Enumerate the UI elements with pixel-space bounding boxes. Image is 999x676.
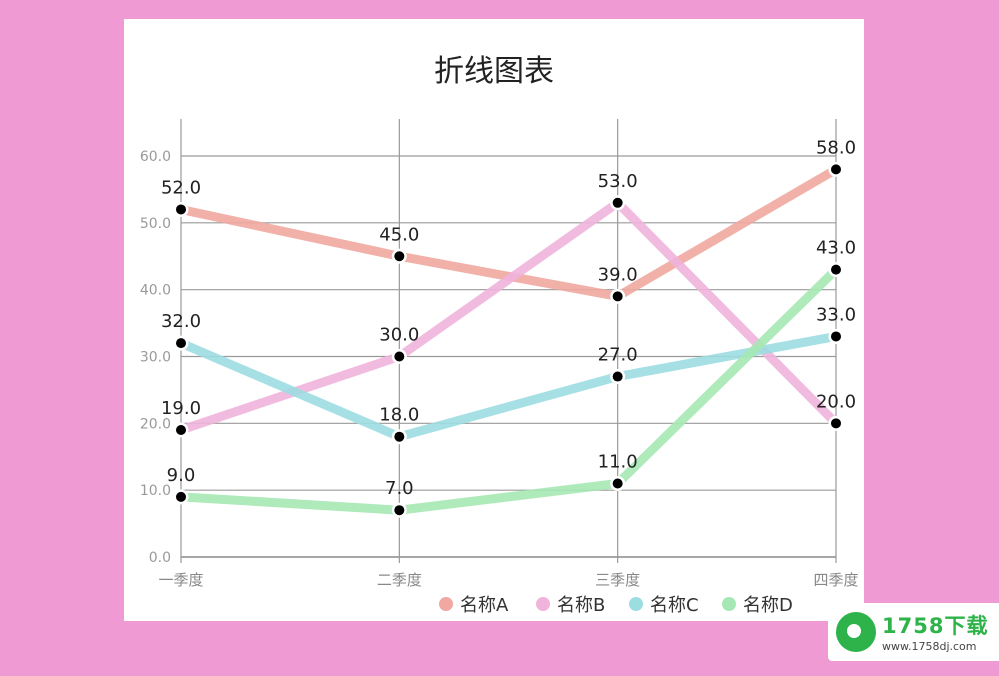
chart-card: 折线图表 0.0 10.0 20.0 30.0 40.0 50.0 60.0 一季度 二季度 三季…: [124, 19, 864, 621]
x-tick-label: 二季度: [377, 571, 422, 589]
y-tick-label: 50.0: [140, 216, 171, 232]
chart-title: 折线图表: [434, 54, 554, 89]
data-point: [394, 251, 405, 262]
data-label: 7.0: [385, 478, 414, 499]
data-point: [612, 371, 623, 382]
data-label: 32.0: [161, 311, 201, 332]
data-label: 39.0: [598, 264, 638, 285]
legend-label: 名称B: [557, 595, 605, 616]
legend: 名称A 名称B 名称C 名称D: [439, 595, 793, 616]
data-label: 53.0: [598, 171, 638, 192]
data-point: [612, 197, 623, 208]
y-tick-label: 40.0: [140, 283, 171, 299]
data-label: 27.0: [598, 345, 638, 366]
data-label: 33.0: [816, 304, 856, 325]
data-label: 30.0: [379, 325, 419, 346]
series-line: [176, 198, 841, 435]
data-point: [612, 478, 623, 489]
data-label: 18.0: [379, 405, 419, 426]
data-label: 20.0: [816, 391, 856, 412]
data-labels: 52.0 45.0 39.0 58.0 19.0 30.0 53.0 20.0 32.0 18.0…: [161, 137, 856, 499]
data-point: [831, 264, 841, 275]
data-point: [176, 491, 186, 502]
data-point: [831, 164, 841, 175]
y-tick-label: 30.0: [140, 350, 171, 366]
data-label: 58.0: [816, 137, 856, 158]
series-layer: [176, 164, 841, 515]
data-point: [394, 351, 405, 362]
data-point: [612, 291, 623, 302]
watermark-badge: 1758下载 www.1758dj.com: [828, 603, 999, 661]
series-line: [176, 265, 841, 515]
data-point: [394, 505, 405, 516]
y-tick-label: 20.0: [140, 416, 171, 432]
site-logo-icon: [836, 612, 876, 652]
data-point: [831, 418, 841, 429]
data-label: 43.0: [816, 238, 856, 259]
data-label: 9.0: [167, 465, 196, 486]
data-point: [394, 431, 405, 442]
legend-label: 名称C: [650, 595, 699, 616]
data-label: 45.0: [379, 224, 419, 245]
data-point: [176, 338, 186, 349]
watermark-site-name: 1758下载: [882, 614, 989, 638]
data-label: 52.0: [161, 177, 201, 198]
data-label: 11.0: [598, 451, 638, 472]
data-point: [831, 331, 841, 342]
legend-swatch: [439, 597, 453, 611]
line-chart: 折线图表 0.0 10.0 20.0 30.0 40.0 50.0 60.0 一季度 二季度 三季…: [140, 54, 859, 616]
legend-swatch: [722, 597, 736, 611]
data-point: [176, 204, 186, 215]
y-tick-label: 10.0: [140, 483, 171, 499]
x-tick-label: 一季度: [158, 571, 203, 589]
legend-label: 名称D: [743, 595, 793, 616]
data-point: [176, 425, 186, 436]
watermark-url: www.1758dj.com: [882, 640, 977, 653]
points-layer: [173, 161, 844, 518]
grid: 0.0 10.0 20.0 30.0 40.0 50.0 60.0 一季度 二季度 三季度 四季度: [140, 119, 859, 589]
legend-label: 名称A: [460, 595, 509, 616]
series-line: [176, 331, 841, 442]
data-label: 19.0: [161, 398, 201, 419]
legend-swatch: [629, 597, 643, 611]
x-tick-label: 三季度: [595, 571, 640, 589]
y-tick-label: 60.0: [140, 149, 171, 165]
legend-swatch: [536, 597, 550, 611]
x-tick-label: 四季度: [813, 571, 858, 589]
y-tick-label: 0.0: [149, 550, 171, 566]
